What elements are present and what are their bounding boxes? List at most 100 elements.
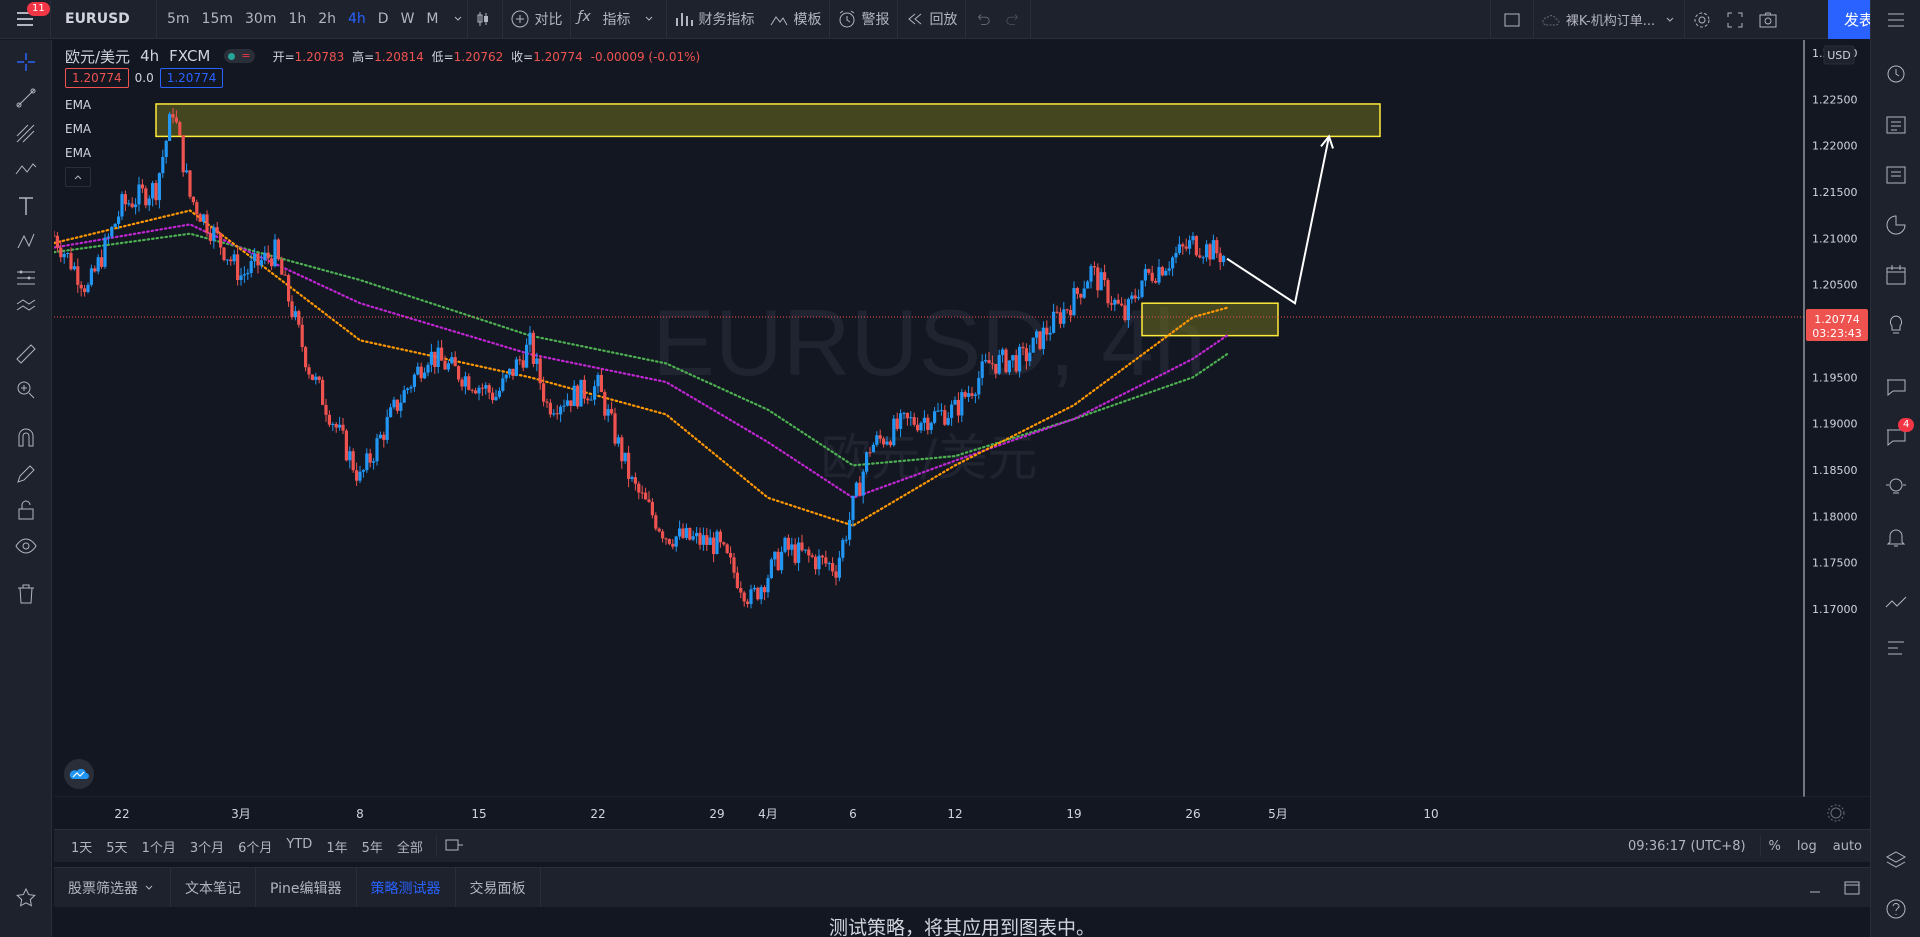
tab-trading-panel[interactable]: 交易面板	[456, 867, 541, 908]
market-status-toggle[interactable]: =	[224, 49, 255, 63]
fullscreen-button[interactable]	[1719, 0, 1751, 39]
chart-type-button[interactable]	[468, 0, 502, 39]
undo-button[interactable]	[966, 0, 998, 39]
price-chart[interactable]: EURUSD, 4h 欧元/美元 1.230001.225001.220001.…	[54, 40, 1869, 797]
collapse-legend-button[interactable]	[65, 167, 91, 187]
indicator-ema-2[interactable]: EMA	[65, 122, 92, 136]
star-icon[interactable]	[14, 886, 38, 910]
snapshot-button[interactable]	[1751, 0, 1785, 39]
candle	[202, 213, 206, 226]
tab-pine-editor[interactable]: Pine编辑器	[256, 867, 357, 908]
interval-D[interactable]: D	[377, 11, 389, 27]
minimize-icon[interactable]	[1808, 881, 1822, 895]
legend-title[interactable]: 欧元/美元	[65, 47, 131, 66]
range-7[interactable]: 5年	[361, 840, 383, 856]
alarm-clock-icon[interactable]	[1883, 60, 1909, 86]
ema-fast-line[interactable]	[54, 209, 1229, 527]
interval-5m[interactable]: 5m	[167, 11, 190, 27]
layout-menu[interactable]: 裸K-机构订单...	[1534, 0, 1684, 39]
bell-icon[interactable]	[1883, 524, 1909, 550]
range-2[interactable]: 1个月	[141, 840, 176, 856]
compare-button[interactable]: 对比	[503, 0, 570, 39]
axis-settings-icon[interactable]	[1827, 804, 1845, 822]
maximize-icon[interactable]	[1844, 881, 1860, 895]
ema-slow-line[interactable]	[54, 232, 1229, 467]
calendar-icon[interactable]	[1883, 262, 1909, 288]
range-8[interactable]: 全部	[396, 840, 423, 856]
drawing-toolbar	[0, 40, 52, 937]
supply-demand-zone[interactable]	[155, 103, 1381, 138]
ema-mid-line[interactable]	[54, 223, 1229, 500]
ideas-icon[interactable]	[1883, 312, 1909, 338]
hotlist-icon[interactable]	[1883, 212, 1909, 238]
indicators-button[interactable]: ƒx 指标	[571, 0, 666, 39]
measure-list-icon[interactable]	[14, 266, 38, 290]
auto-toggle[interactable]: auto	[1832, 838, 1862, 854]
layout-toggle-button[interactable]	[1491, 0, 1533, 39]
tab-text-notes[interactable]: 文本笔记	[171, 867, 256, 908]
settings-button[interactable]	[1685, 0, 1719, 39]
time-axis[interactable]: 22 3月 8 15 22 29 4月 6 12 19 26 5月 10	[54, 797, 1870, 829]
lock-icon[interactable]	[14, 498, 38, 522]
templates-button[interactable]: 模板	[762, 0, 829, 39]
interval-4h[interactable]: 4h	[348, 11, 366, 27]
currency-box[interactable]	[1823, 45, 1855, 65]
financials-button[interactable]: 财务指标	[667, 0, 762, 39]
chat-icon[interactable]	[1883, 374, 1909, 400]
interval-dropdown[interactable]	[449, 0, 467, 39]
log-toggle[interactable]: log	[1796, 838, 1817, 854]
indicator-ema-3[interactable]: EMA	[65, 146, 92, 160]
interval-30m[interactable]: 30m	[245, 11, 277, 27]
symbol-search[interactable]: EURUSD	[65, 11, 130, 27]
news-icon[interactable]	[1883, 162, 1909, 188]
logo-button[interactable]	[64, 759, 94, 789]
interval-W[interactable]: W	[400, 11, 415, 27]
interval-1h[interactable]: 1h	[288, 11, 307, 27]
tab-strategy-tester[interactable]: 策略测试器	[357, 867, 456, 908]
layers-icon[interactable]	[1883, 848, 1909, 874]
ask-price[interactable]: 1.20774	[159, 68, 224, 88]
clock-time[interactable]: 09:36:17 (UTC+8)	[1627, 838, 1746, 854]
hint-icon[interactable]	[1883, 474, 1909, 500]
trend-line-icon[interactable]	[14, 86, 38, 110]
forecast-icon[interactable]	[14, 294, 38, 318]
projection-icon[interactable]	[14, 230, 38, 254]
bid-price[interactable]: 1.20774	[65, 68, 129, 88]
trash-icon[interactable]	[14, 582, 38, 606]
dom-icon[interactable]	[1883, 636, 1909, 662]
go-to-date-icon[interactable]	[443, 837, 465, 855]
pencil-lock-icon[interactable]	[14, 462, 38, 486]
data-window-icon[interactable]	[1883, 112, 1909, 138]
menu-button[interactable]: 11	[0, 0, 50, 39]
help-icon[interactable]	[1883, 896, 1909, 922]
range-3[interactable]: 3个月	[189, 840, 225, 856]
fib-tool-icon[interactable]	[14, 122, 38, 146]
range-4[interactable]: 6个月	[238, 840, 273, 856]
zoom-in-icon[interactable]	[14, 378, 38, 402]
crosshair-icon[interactable]	[14, 50, 38, 74]
supply-demand-zone[interactable]	[1141, 302, 1279, 337]
interval-M[interactable]: M	[426, 11, 439, 27]
indicator-ema-1[interactable]: EMA	[65, 98, 92, 112]
replay-button[interactable]: 回放	[898, 0, 965, 39]
time-tick: 4月	[758, 807, 778, 821]
range-5[interactable]: YTD	[286, 836, 313, 852]
redo-button[interactable]	[998, 0, 1030, 39]
range-6[interactable]: 1年	[326, 840, 348, 856]
interval-2h[interactable]: 2h	[318, 11, 337, 27]
trending-icon[interactable]	[1883, 590, 1909, 616]
list-icon[interactable]	[1883, 8, 1909, 34]
projection-path[interactable]	[1226, 136, 1330, 305]
pattern-icon[interactable]	[14, 158, 38, 182]
text-tool-icon[interactable]	[14, 194, 38, 218]
interval-15m[interactable]: 15m	[201, 11, 233, 27]
range-1[interactable]: 5天	[106, 840, 128, 856]
candle	[453, 351, 457, 367]
ruler-icon[interactable]	[14, 342, 38, 366]
eye-icon[interactable]	[14, 534, 38, 558]
magnet-icon[interactable]	[14, 426, 38, 450]
tab-stock-screener[interactable]: 股票筛选器	[54, 867, 171, 908]
alert-button[interactable]: 警报	[830, 0, 897, 39]
range-0[interactable]: 1天	[71, 840, 93, 856]
percent-toggle[interactable]: %	[1768, 838, 1781, 854]
